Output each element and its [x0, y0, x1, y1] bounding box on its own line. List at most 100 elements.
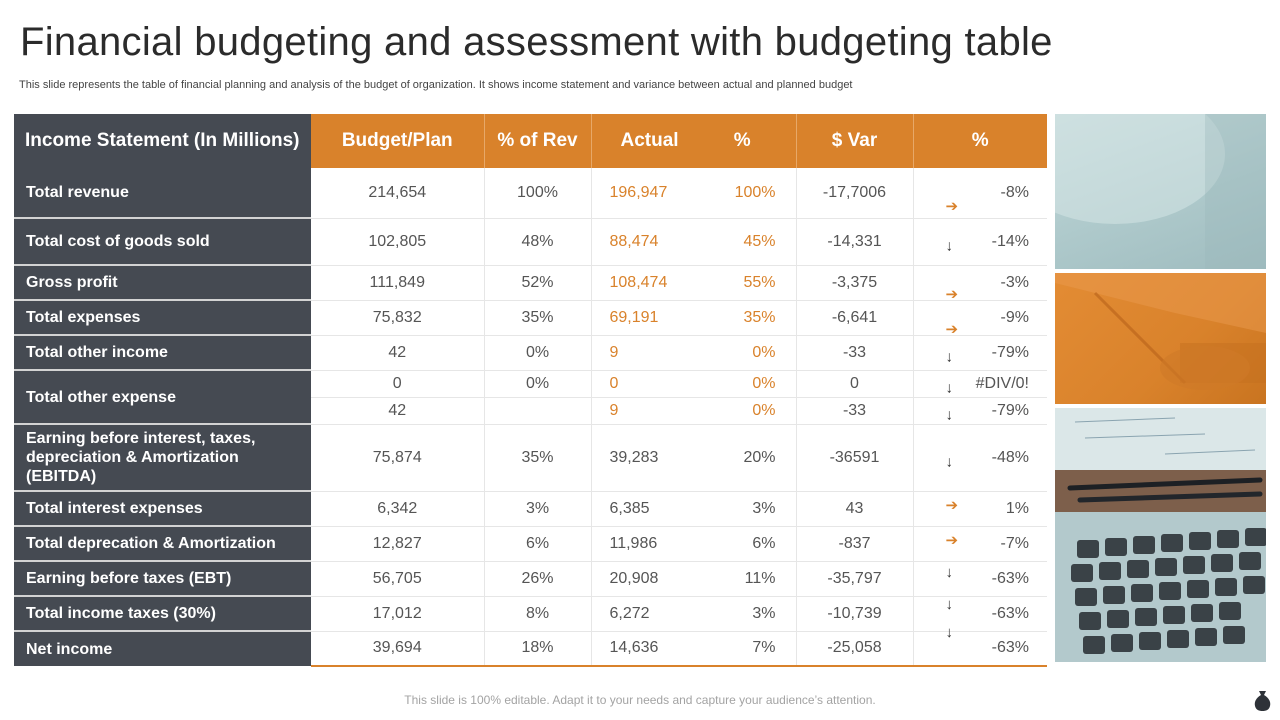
pct-rev-cell: 52%: [484, 265, 592, 301]
var-cell: -17,7006: [796, 168, 914, 219]
row-label: Total interest expenses: [14, 491, 311, 527]
budget-cell: 12,827: [311, 526, 485, 562]
stock-photo-hand-writing: [1055, 273, 1266, 404]
right-arrow-icon: ➔: [945, 496, 959, 514]
table-row: Earning before interest, taxes, deprecia…: [14, 424, 1047, 492]
var-cell: -3,375: [796, 265, 914, 301]
header-var-pct: %: [913, 114, 1047, 168]
right-arrow-icon: ➔: [945, 197, 959, 215]
var-cell: -33: [796, 397, 914, 425]
slide-title: Financial budgeting and assessment with …: [20, 20, 1053, 64]
photo-shading: [1055, 408, 1266, 662]
table-row: Total expenses 75,832 35% 69,191 35% -6,…: [14, 300, 1047, 338]
budget-cell: 111,849: [311, 265, 485, 301]
table-row: Total income taxes (30%) 17,012 8% 6,272…: [14, 596, 1047, 632]
pct-rev-cell: 3%: [484, 491, 592, 527]
right-arrow-icon: ➔: [945, 531, 959, 549]
actual-cell: 9: [591, 335, 689, 371]
down-arrow-icon: ↓: [945, 563, 954, 581]
budget-cell: 56,705: [311, 561, 485, 597]
actual-cell: 11,986: [591, 526, 689, 562]
var-pct-cell: ↓ -63%: [913, 625, 1047, 667]
row-label: Total other expense: [14, 370, 311, 425]
actual-pct-cell: 7%: [689, 631, 797, 667]
header-pct-of-rev: % of Rev: [484, 114, 592, 168]
actual-pct-cell: 35%: [689, 300, 797, 336]
table-row: 42 9 0% -33 ↓ -79%: [14, 397, 1047, 425]
table-row: Total other expense 0 0% 0 0% 0 ↓ #DIV/0!: [14, 370, 1047, 425]
stock-photo-desk: [1055, 114, 1266, 269]
pct-rev-cell: 48%: [484, 218, 592, 266]
row-label: Earning before interest, taxes, deprecia…: [14, 424, 311, 492]
budget-cell: 75,874: [311, 424, 485, 492]
footer-note: This slide is 100% editable. Adapt it to…: [404, 693, 876, 707]
var-pct-cell: ↓ -79%: [913, 335, 1047, 371]
table-header-row: Income Statement (In Millions) Budget/Pl…: [14, 114, 1047, 168]
actual-pct-cell: 55%: [689, 265, 797, 301]
down-arrow-icon: ↓: [945, 452, 954, 470]
actual-pct-cell: 11%: [689, 561, 797, 597]
var-cell: -837: [796, 526, 914, 562]
actual-cell: 69,191: [591, 300, 689, 336]
down-arrow-icon: ↓: [945, 378, 954, 396]
table-row: Earning before taxes (EBT) 56,705 26% 20…: [14, 561, 1047, 597]
var-pct-cell: ➔ -8%: [913, 168, 1047, 219]
budget-table: Income Statement (In Millions) Budget/Pl…: [14, 114, 1047, 667]
actual-cell: 108,474: [591, 265, 689, 301]
pct-rev-cell: 0%: [484, 335, 592, 371]
actual-cell: 196,947: [591, 168, 689, 219]
var-pct-cell: ↓ #DIV/0!: [913, 370, 1047, 398]
photo-shading: [1055, 273, 1266, 390]
money-bag-icon: [1254, 691, 1271, 711]
table-row: Total cost of goods sold 102,805 48% 88,…: [14, 218, 1047, 266]
var-cell: 43: [796, 491, 914, 527]
var-cell: -33: [796, 335, 914, 371]
var-cell: -36591: [796, 424, 914, 492]
var-pct-cell: ↓ -79%: [913, 397, 1047, 425]
budget-cell: 6,342: [311, 491, 485, 527]
pct-rev-cell: 18%: [484, 631, 592, 667]
pct-rev-cell: 8%: [484, 596, 592, 632]
var-cell: -14,331: [796, 218, 914, 266]
right-arrow-icon: ➔: [945, 285, 959, 303]
row-label: Total revenue: [14, 168, 311, 219]
actual-cell: 6,272: [591, 596, 689, 632]
var-pct-cell: ➔ 1%: [913, 491, 1047, 527]
actual-pct-cell: 6%: [689, 526, 797, 562]
var-cell: -6,641: [796, 300, 914, 336]
row-label: Total other income: [14, 335, 311, 371]
var-pct-cell: ↓ -14%: [913, 218, 1047, 266]
pct-rev-cell: 100%: [484, 168, 592, 219]
row-label: Total expenses: [14, 300, 311, 336]
row-label: Gross profit: [14, 265, 311, 301]
var-pct-cell: ↓ -63%: [913, 561, 1047, 597]
photo-shading: [1055, 114, 1266, 269]
header-actual: Actual: [591, 114, 689, 168]
table-row: Total revenue 214,654 100% 196,947 100% …: [14, 168, 1047, 219]
table-row: Total interest expenses 6,342 3% 6,385 3…: [14, 491, 1047, 527]
header-budget-plan: Budget/Plan: [311, 114, 485, 168]
actual-pct-cell: 0%: [689, 335, 797, 371]
budget-cell: 214,654: [311, 168, 485, 219]
right-arrow-icon: ➔: [945, 320, 959, 338]
actual-cell: 0: [591, 370, 689, 398]
table-row: Total deprecation & Amortization 12,827 …: [14, 526, 1047, 562]
row-label: Earning before taxes (EBT): [14, 561, 311, 597]
table-row: Total other income 42 0% 9 0% -33 ↓ -79%: [14, 335, 1047, 371]
table-row: Gross profit 111,849 52% 108,474 55% -3,…: [14, 265, 1047, 303]
down-arrow-icon: ↓: [945, 405, 954, 423]
budget-cell: 0: [311, 370, 485, 398]
down-arrow-icon: ↓: [945, 596, 954, 614]
slide-subtitle: This slide represents the table of finan…: [19, 79, 853, 91]
budget-cell: 75,832: [311, 300, 485, 336]
var-pct-cell: ➔ -9%: [913, 300, 1047, 338]
pct-rev-cell: 0%: [484, 370, 592, 398]
budget-cell: 17,012: [311, 596, 485, 632]
table-row: Net income 39,694 18% 14,636 7% -25,058 …: [14, 625, 1047, 667]
var-cell: 0: [796, 370, 914, 398]
actual-pct-cell: 3%: [689, 491, 797, 527]
budget-cell: 42: [311, 397, 485, 425]
var-pct-cell: ↓ -48%: [913, 424, 1047, 492]
actual-cell: 14,636: [591, 631, 689, 667]
var-cell: -25,058: [796, 631, 914, 667]
